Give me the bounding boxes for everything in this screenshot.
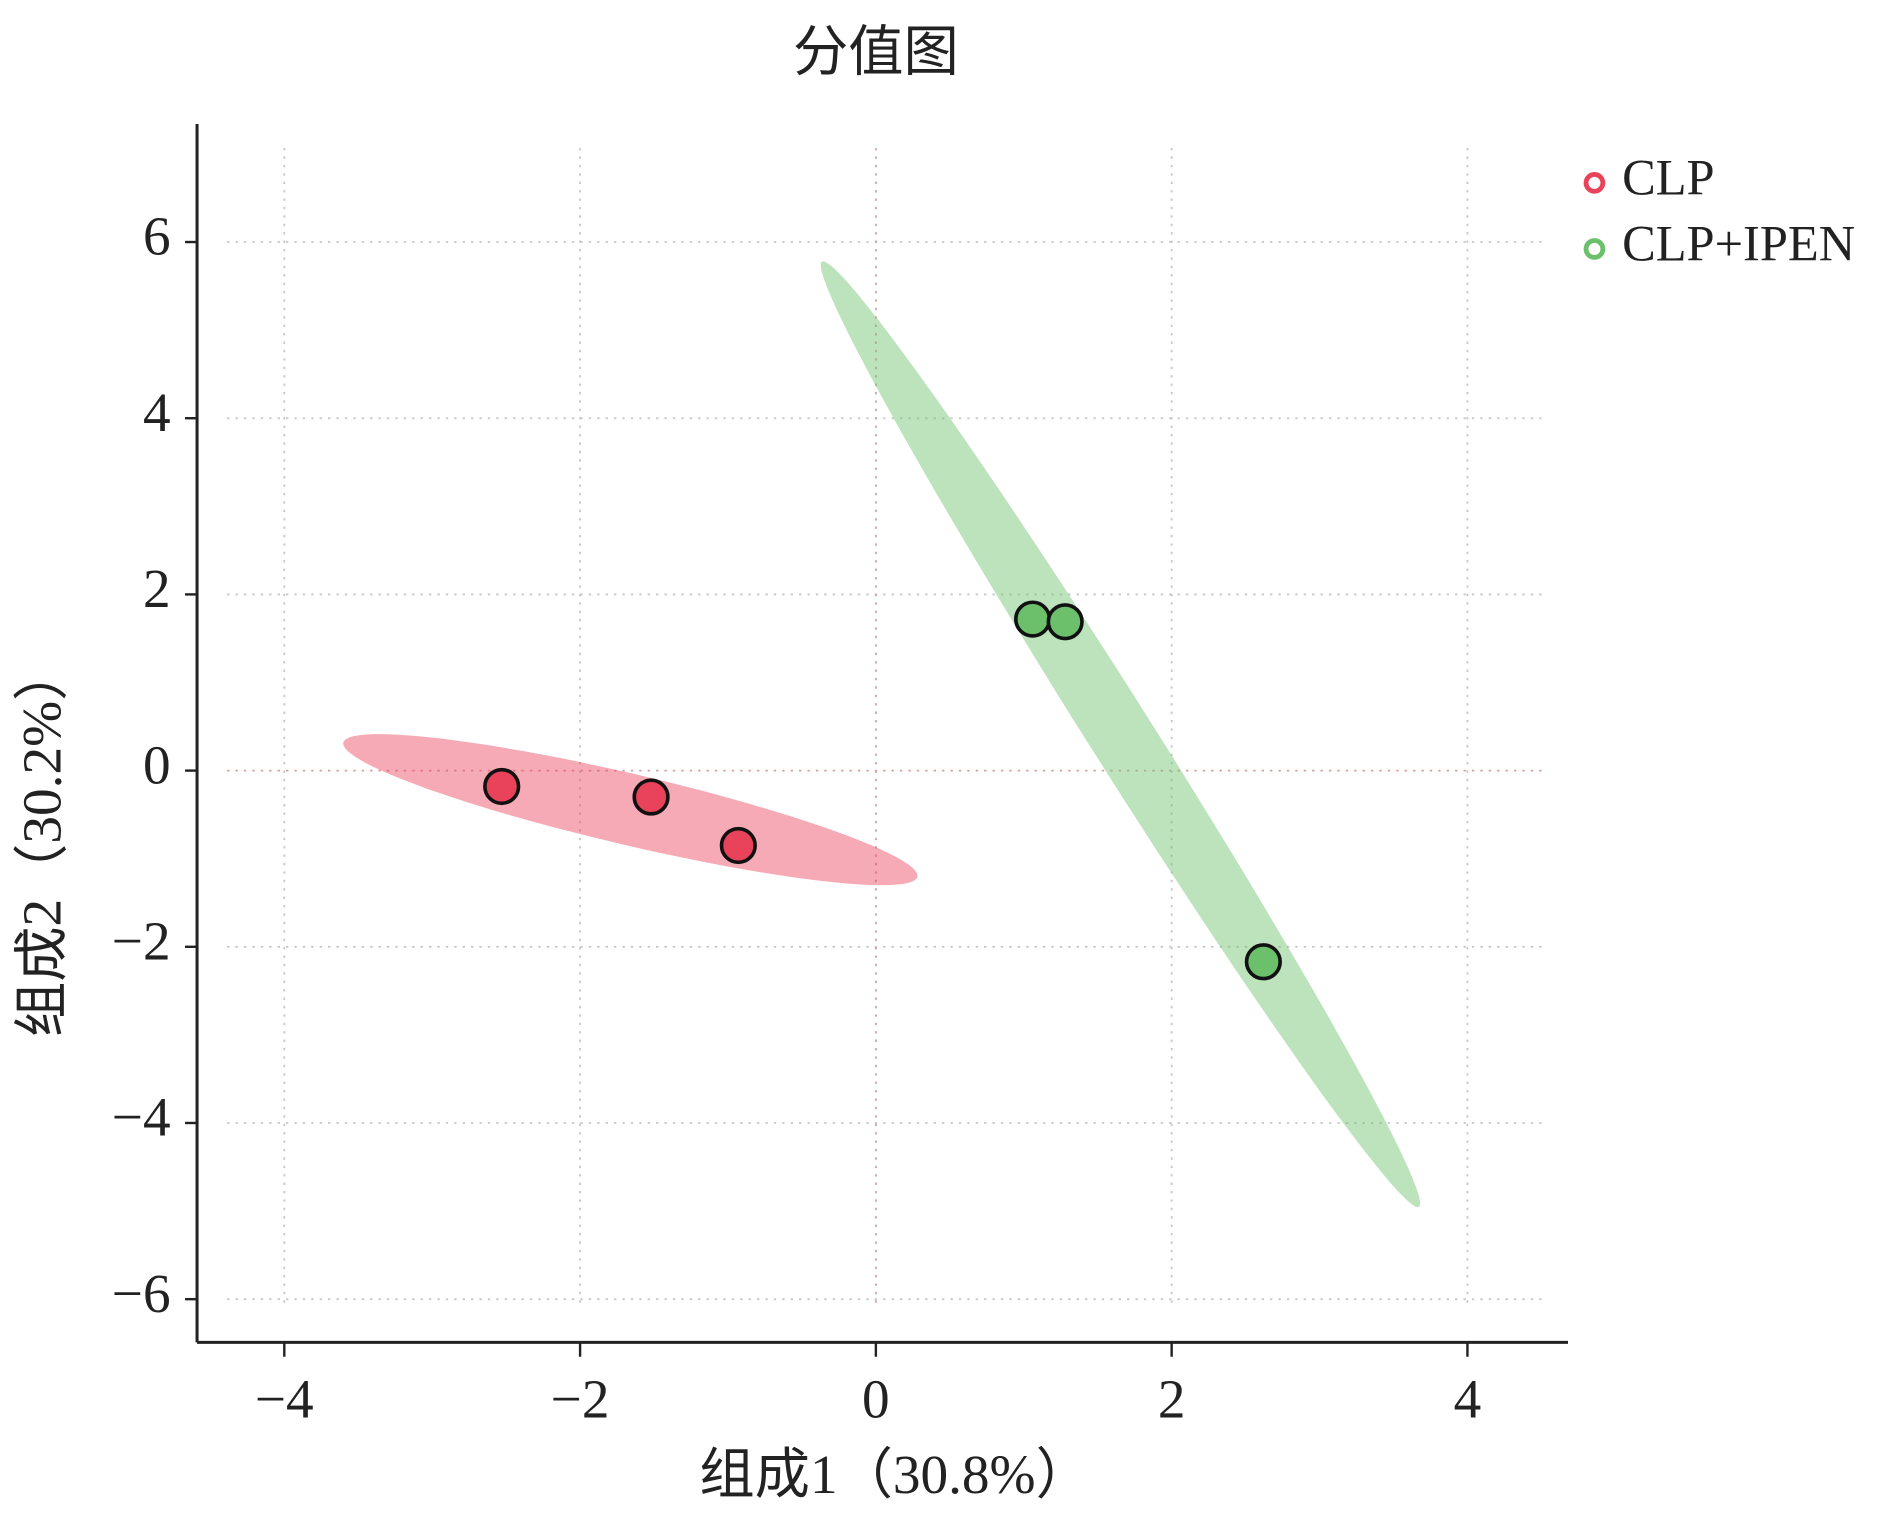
point (483, 767, 521, 806)
x-tick-label: 2 (1158, 1369, 1186, 1430)
chart-title: 分值图 (793, 22, 959, 83)
x-tick-label: −4 (255, 1369, 314, 1430)
y-tick-label: 2 (143, 558, 171, 619)
confidence-ellipse (343, 734, 918, 886)
legend-marker (1583, 238, 1606, 260)
legend-label: CLP (1622, 149, 1715, 205)
point (1014, 600, 1052, 638)
point (1046, 603, 1084, 641)
legend-marker (1583, 172, 1606, 194)
y-tick-label: −6 (112, 1263, 171, 1324)
plot: −6 −4 −2 0 2 4 6 −4 −2 0 2 4 CLP CLP+IPEN (112, 123, 1855, 1430)
confidence-ellipse (820, 261, 1421, 1208)
y-tick-label: 6 (143, 206, 171, 267)
y-axis-label: 组成2（30.2%） (12, 646, 73, 1037)
point (719, 826, 757, 865)
y-tick-label: −2 (112, 910, 171, 971)
y-tick-label: 4 (143, 382, 171, 443)
point (1244, 943, 1282, 981)
x-tick-label: 4 (1454, 1369, 1482, 1430)
y-tick-label: 0 (143, 734, 171, 795)
x-tick-label: 0 (862, 1369, 890, 1430)
point (632, 778, 670, 816)
x-tick-label: −2 (551, 1369, 610, 1430)
x-axis-label: 组成1（30.8%） (699, 1444, 1090, 1505)
legend-label: CLP+IPEN (1622, 216, 1855, 272)
y-tick-label: −4 (112, 1087, 171, 1148)
